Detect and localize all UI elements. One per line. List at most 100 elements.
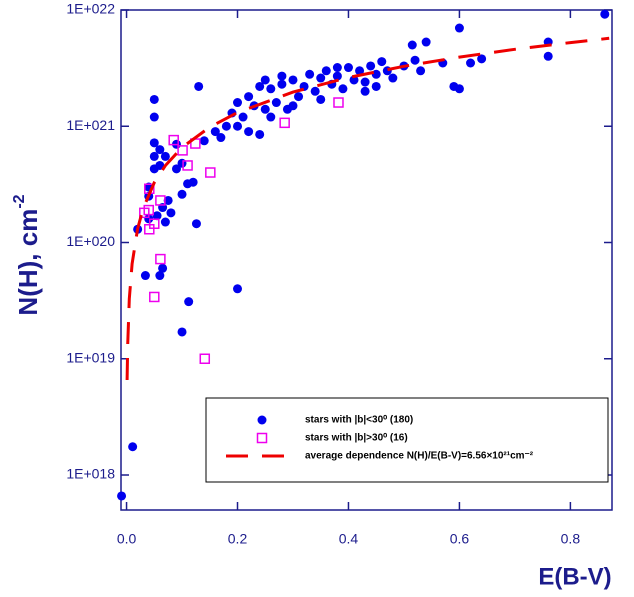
- point: [140, 271, 150, 281]
- legend-label: average dependence N(H)/E(B-V)=6.56×10²¹…: [305, 451, 534, 462]
- point: [338, 84, 348, 94]
- point: [152, 211, 162, 221]
- point: [271, 98, 281, 108]
- point: [244, 127, 254, 137]
- legend-marker: [257, 415, 267, 425]
- point: [155, 160, 165, 170]
- point: [233, 121, 243, 131]
- point: [149, 112, 159, 122]
- point: [143, 204, 154, 216]
- point: [266, 112, 276, 122]
- point: [288, 101, 298, 111]
- point: [543, 51, 553, 61]
- point: [377, 57, 387, 67]
- point: [343, 63, 353, 73]
- point: [260, 104, 270, 114]
- point: [144, 214, 154, 224]
- point: [194, 81, 204, 91]
- point: [316, 73, 326, 83]
- point: [371, 81, 381, 91]
- legend-marker: [256, 432, 268, 444]
- point: [407, 40, 417, 50]
- point: [191, 219, 201, 229]
- legend-label: stars with |b|>30⁰ (16): [305, 433, 408, 444]
- point: [371, 69, 381, 79]
- point: [244, 92, 254, 102]
- point: [255, 81, 265, 91]
- y-tick-label: 1E+019: [66, 349, 115, 365]
- point: [349, 75, 359, 85]
- y-tick-label: 1E+018: [66, 466, 115, 482]
- point: [355, 66, 365, 76]
- point: [177, 158, 187, 168]
- point: [321, 66, 331, 76]
- point: [149, 291, 160, 303]
- point: [288, 75, 298, 85]
- point: [199, 136, 209, 146]
- y-axis-label: N(H), cm-2: [11, 194, 43, 315]
- point: [166, 208, 176, 218]
- point: [310, 86, 320, 96]
- point: [221, 121, 231, 131]
- point: [421, 37, 431, 47]
- x-axis-label: E(B-V): [538, 563, 611, 590]
- point: [294, 92, 304, 102]
- plot-frame: [120, 9, 613, 511]
- point: [168, 134, 179, 146]
- x-tick-label: 0.2: [228, 531, 248, 547]
- point: [144, 224, 155, 235]
- y-label-sup: -2: [11, 194, 28, 208]
- point: [188, 177, 198, 187]
- y-tick-label: 1E+020: [66, 233, 115, 249]
- point: [184, 297, 194, 307]
- point: [233, 98, 243, 108]
- point: [410, 55, 420, 65]
- point: [205, 167, 216, 178]
- point: [216, 133, 226, 143]
- point: [266, 84, 276, 94]
- point: [332, 71, 342, 81]
- point: [160, 217, 170, 227]
- legend-box: [205, 397, 609, 483]
- point: [182, 160, 193, 171]
- point: [158, 263, 168, 273]
- point: [477, 54, 487, 64]
- point: [277, 79, 287, 89]
- point: [160, 151, 170, 161]
- point: [454, 23, 464, 33]
- point: [600, 9, 610, 19]
- point: [155, 253, 166, 265]
- x-tick-label: 0.6: [450, 531, 470, 547]
- point: [155, 195, 166, 206]
- point: [416, 66, 426, 76]
- average-line: [125, 36, 610, 381]
- point: [388, 73, 398, 83]
- y-tick-label: 1E+021: [66, 117, 115, 133]
- point: [155, 271, 165, 281]
- point: [316, 94, 326, 104]
- y-tick-label: 1E+022: [66, 1, 115, 17]
- point: [366, 61, 376, 71]
- point: [149, 94, 159, 104]
- point: [360, 86, 370, 96]
- point: [163, 195, 173, 205]
- point: [305, 69, 315, 79]
- point: [332, 63, 342, 73]
- point: [360, 77, 370, 87]
- point: [177, 145, 188, 156]
- point: [238, 112, 248, 122]
- x-tick-label: 0.4: [339, 531, 359, 547]
- point: [210, 127, 220, 137]
- point: [233, 284, 243, 294]
- point: [171, 164, 181, 174]
- point: [155, 145, 165, 155]
- point: [199, 353, 211, 365]
- point: [279, 117, 290, 129]
- y-label-text: N(H), cm: [13, 209, 43, 316]
- legend-label: stars with |b|<30⁰ (180): [305, 415, 413, 426]
- x-tick-label: 0.8: [561, 531, 581, 547]
- point: [117, 491, 127, 501]
- point: [333, 97, 344, 108]
- point: [277, 71, 287, 81]
